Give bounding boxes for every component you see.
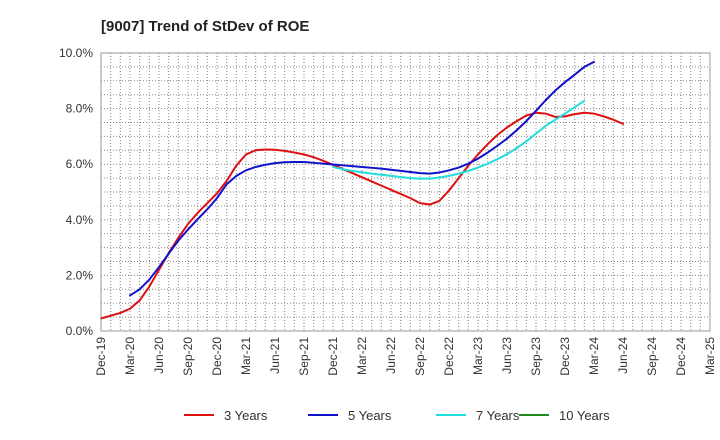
grid: [101, 53, 710, 331]
legend-label: 5 Years: [348, 408, 392, 423]
y-tick-label: 6.0%: [66, 157, 94, 171]
x-axis-ticks: Dec-19 Mar-20 Jun-20 Sep-20 Dec-20 Mar-21 Jun-…: [94, 337, 717, 376]
x-tick-label: Dec-24: [674, 337, 688, 376]
y-tick-label: 4.0%: [66, 213, 94, 227]
x-tick-label: Sep-22: [413, 337, 427, 376]
x-tick-label: Mar-23: [471, 337, 485, 375]
legend-label: 10 Years: [559, 408, 610, 423]
y-tick-label: 8.0%: [66, 102, 94, 116]
y-tick-label: 0.0%: [66, 324, 94, 338]
x-tick-label: Dec-21: [326, 337, 340, 376]
series-line-5-years: [129, 60, 595, 297]
plot-frame: [100, 52, 711, 332]
x-tick-label: Jun-20: [152, 337, 166, 374]
y-tick-label: 10.0%: [59, 46, 93, 60]
x-tick-label: Mar-25: [703, 337, 717, 375]
y-axis-ticks: 0.0% 2.0% 4.0% 6.0% 8.0% 10.0%: [59, 46, 93, 338]
x-tick-label: Jun-23: [500, 337, 514, 374]
x-tick-label: Mar-22: [355, 337, 369, 375]
x-tick-label: Sep-24: [645, 337, 659, 376]
legend-label: 3 Years: [224, 408, 268, 423]
x-tick-label: Sep-23: [529, 337, 543, 376]
series-line-3-years: [100, 111, 624, 320]
x-tick-label: Dec-23: [558, 337, 572, 376]
series-line-7-years: [332, 99, 586, 180]
x-tick-label: Dec-22: [442, 337, 456, 376]
legend: 3 Years 5 Years 7 Years 10 Years: [184, 408, 610, 423]
x-tick-label: Sep-21: [297, 337, 311, 376]
x-tick-label: Dec-19: [94, 337, 108, 376]
x-tick-label: Mar-24: [587, 337, 601, 375]
chart-title: [9007] Trend of StDev of ROE: [101, 18, 309, 35]
x-tick-label: Mar-21: [239, 337, 253, 375]
series-lines: [100, 60, 624, 320]
x-tick-label: Mar-20: [123, 337, 137, 375]
x-tick-label: Jun-24: [616, 337, 630, 374]
legend-label: 7 Years: [476, 408, 520, 423]
x-tick-label: Sep-20: [181, 337, 195, 376]
x-tick-label: Jun-21: [268, 337, 282, 374]
x-tick-label: Dec-20: [210, 337, 224, 376]
y-tick-label: 2.0%: [66, 268, 94, 282]
x-tick-label: Jun-22: [384, 337, 398, 374]
